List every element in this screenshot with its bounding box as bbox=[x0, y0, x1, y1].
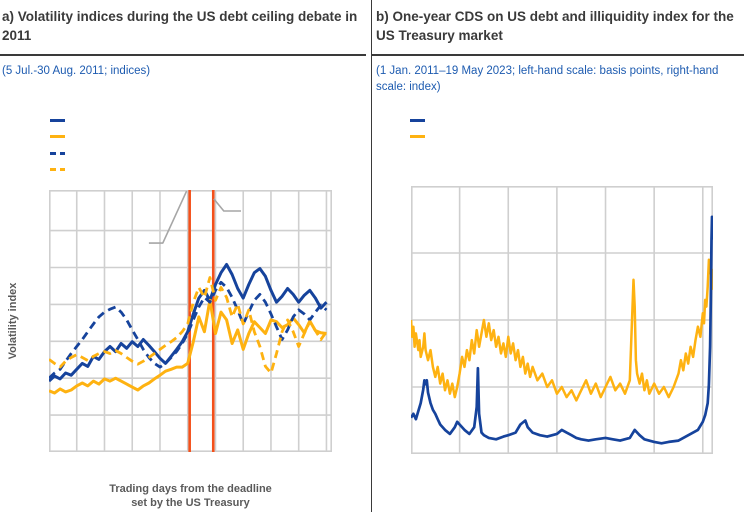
legend-item-yellow-solid bbox=[50, 129, 71, 146]
panel-b-chart bbox=[411, 186, 713, 454]
panel-a-subtitle: (5 Jul.-30 Aug. 2011; indices) bbox=[2, 65, 151, 77]
legend-item-blue-solid bbox=[410, 112, 431, 129]
legend-item-blue-solid bbox=[50, 112, 71, 129]
legend-swatch-yellow-solid bbox=[50, 135, 65, 139]
series-yellow-dashed bbox=[49, 276, 328, 375]
callout-line-right bbox=[213, 198, 241, 212]
panel-a-chart bbox=[49, 190, 332, 452]
series-yellow-solid bbox=[49, 298, 327, 395]
panel-b-title: b) One-year CDS on US debt and illiquidi… bbox=[376, 9, 734, 43]
panel-a-x-axis-label-line2: set by the US Treasury bbox=[131, 497, 250, 509]
panel-a-y-axis-label: Volatility index bbox=[7, 282, 19, 360]
panel-a-title: a) Volatility indices during the US debt… bbox=[2, 9, 358, 43]
panel-b-title-rule bbox=[372, 54, 744, 56]
legend-swatch-blue-dashed bbox=[50, 151, 65, 155]
legend-swatch-yellow-dashed bbox=[50, 168, 65, 172]
series-blue-solid bbox=[49, 263, 328, 383]
panel-a-title-rule bbox=[0, 54, 366, 56]
legend-swatch-blue-solid bbox=[50, 118, 65, 122]
series-yellow-illiquidity-index bbox=[411, 258, 713, 402]
callout-line-left bbox=[148, 190, 188, 244]
panel-a-legend bbox=[50, 112, 71, 178]
series-blue-dashed bbox=[49, 280, 328, 380]
series-blue-one-year-cds bbox=[411, 215, 713, 445]
legend-swatch-yellow-solid bbox=[410, 135, 425, 139]
panel-a-x-axis-label-line1: Trading days from the deadline bbox=[109, 483, 272, 495]
panel-b-subtitle: (1 Jan. 2011–19 May 2023; left-hand scal… bbox=[376, 65, 719, 93]
legend-item-yellow-solid bbox=[410, 129, 431, 146]
panel-divider bbox=[371, 0, 372, 512]
panel-b-legend bbox=[410, 112, 431, 145]
legend-swatch-blue-solid bbox=[410, 118, 425, 122]
panel-a-x-axis-label: Trading days from the deadline set by th… bbox=[49, 482, 332, 510]
legend-item-blue-dashed bbox=[50, 145, 71, 162]
legend-item-yellow-dashed bbox=[50, 162, 71, 179]
